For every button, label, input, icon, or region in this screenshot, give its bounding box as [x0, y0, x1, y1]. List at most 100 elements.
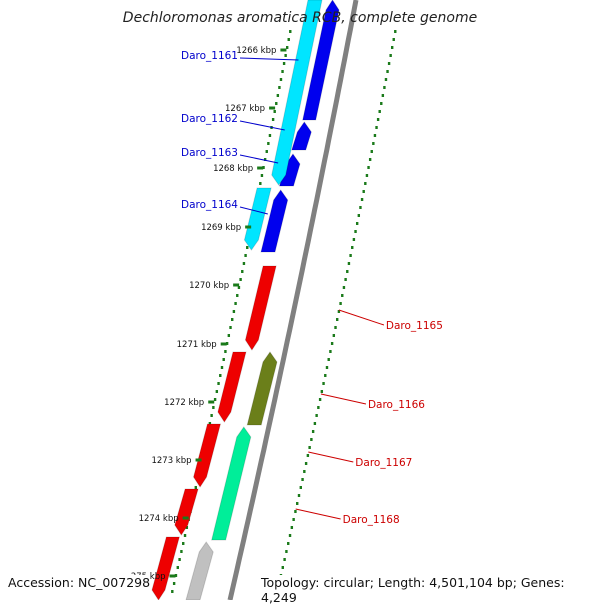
- inner-dotted-guide: [271, 118, 275, 121]
- tick-label: 1270 kbp: [189, 281, 229, 291]
- outer-dotted-guide: [355, 222, 359, 225]
- topology-text: Topology: circular; Length: 4,501,104 bp…: [261, 575, 600, 605]
- tick-label: 1269 kbp: [201, 223, 241, 233]
- gene-label: Daro_1164: [181, 199, 238, 211]
- outer-dotted-guide: [336, 318, 339, 321]
- outer-dotted-guide: [287, 542, 290, 545]
- outer-dotted-guide: [359, 206, 362, 209]
- outer-dotted-guide: [332, 334, 336, 337]
- outer-dotted-guide: [294, 510, 297, 513]
- outer-dotted-guide: [288, 534, 292, 537]
- leader-line: [239, 154, 279, 164]
- outer-dotted-guide: [383, 86, 386, 89]
- inner-dotted-guide: [180, 550, 183, 553]
- inner-dotted-guide: [242, 262, 246, 265]
- inner-dotted-guide: [194, 486, 197, 489]
- outer-dotted-guide: [349, 254, 352, 257]
- outer-dotted-guide: [373, 134, 377, 137]
- outer-dotted-guide: [390, 46, 394, 49]
- leader-line: [338, 309, 385, 326]
- outer-dotted-guide: [292, 518, 295, 521]
- outer-dotted-guide: [341, 294, 344, 297]
- inner-dotted-guide: [224, 350, 227, 353]
- inner-dotted-guide: [217, 382, 220, 385]
- leader-line: [295, 508, 341, 520]
- inner-dotted-guide: [185, 526, 189, 529]
- tick-label: 1274 kbp: [139, 514, 179, 524]
- accession-text: Accession: NC_007298: [8, 575, 151, 590]
- inner-dotted-guide: [273, 110, 276, 113]
- inner-dotted-guide: [234, 302, 237, 305]
- outer-dotted-guide: [354, 230, 357, 233]
- outer-dotted-guide: [317, 406, 320, 409]
- inner-dotted-guide: [237, 286, 241, 289]
- gene-daro-1167: [211, 426, 252, 541]
- inner-dotted-guide: [260, 174, 264, 177]
- inner-dotted-guide: [284, 54, 287, 57]
- outer-dotted-guide: [311, 430, 315, 433]
- outer-dotted-guide: [327, 358, 330, 361]
- outer-dotted-guide: [290, 526, 294, 529]
- outer-dotted-guide: [376, 118, 380, 121]
- map-title: Dechloromonas aromatica RCB, complete ge…: [122, 10, 478, 26]
- inner-dotted-guide: [231, 318, 234, 321]
- tick-mark: [220, 342, 227, 346]
- outer-dotted-guide: [360, 198, 364, 201]
- outer-dotted-guide: [380, 102, 383, 105]
- inner-dotted-guide: [263, 158, 267, 161]
- inner-dotted-guide: [246, 246, 249, 249]
- tick-mark: [169, 574, 176, 578]
- inner-dotted-guide: [225, 342, 229, 345]
- inner-dotted-guide: [279, 78, 283, 81]
- outer-dotted-guide: [297, 494, 301, 497]
- gene-daro-1166: [246, 351, 278, 426]
- outer-dotted-guide: [329, 350, 332, 353]
- leader-line: [239, 57, 299, 61]
- leader-line: [239, 206, 268, 215]
- tick-label: 1268 kbp: [213, 164, 253, 174]
- outer-dotted-guide: [318, 398, 322, 401]
- inner-dotted-guide: [282, 62, 286, 65]
- tick-label: 1266 kbp: [236, 46, 276, 56]
- inner-dotted-guide: [262, 166, 265, 169]
- leader-line: [239, 120, 285, 131]
- tick-mark: [208, 400, 215, 404]
- tick-mark: [245, 225, 252, 229]
- gene-grey: [185, 541, 214, 601]
- outer-dotted-guide: [367, 166, 370, 169]
- gene-red-3: [193, 423, 222, 488]
- gene-label: Daro_1166: [368, 399, 425, 411]
- gene-label: Daro_1163: [181, 147, 238, 159]
- inner-dotted-guide: [289, 30, 292, 33]
- outer-dotted-guide: [386, 70, 389, 73]
- tick-mark: [233, 283, 240, 287]
- outer-dotted-guide: [368, 158, 372, 161]
- tick-label: 1271 kbp: [177, 340, 217, 350]
- outer-dotted-guide: [370, 150, 373, 153]
- outer-dotted-guide: [315, 414, 318, 417]
- outer-dotted-guide: [301, 478, 304, 481]
- inner-dotted-guide: [268, 134, 272, 137]
- inner-dotted-guide: [174, 574, 178, 577]
- inner-dotted-guide: [259, 182, 262, 185]
- outer-dotted-guide: [320, 390, 324, 393]
- inner-dotted-guide: [182, 542, 185, 545]
- outer-dotted-guide: [375, 126, 378, 129]
- gene-daro-1162: [291, 121, 312, 151]
- outer-dotted-guide: [304, 462, 308, 465]
- outer-dotted-guide: [281, 566, 284, 569]
- outer-dotted-guide: [389, 54, 392, 57]
- inner-dotted-guide: [183, 534, 187, 537]
- outer-dotted-guide: [365, 174, 369, 177]
- outer-dotted-guide: [334, 326, 337, 329]
- leader-line: [308, 451, 354, 463]
- tick-mark: [195, 458, 202, 462]
- gene-daro-1165: [244, 265, 277, 351]
- outer-dotted-guide: [324, 374, 327, 377]
- inner-dotted-guide: [229, 326, 232, 329]
- inner-dotted-guide: [215, 390, 219, 393]
- outer-dotted-guide: [308, 446, 311, 449]
- gene-label: Daro_1161: [181, 50, 238, 62]
- inner-dotted-guide: [267, 142, 270, 145]
